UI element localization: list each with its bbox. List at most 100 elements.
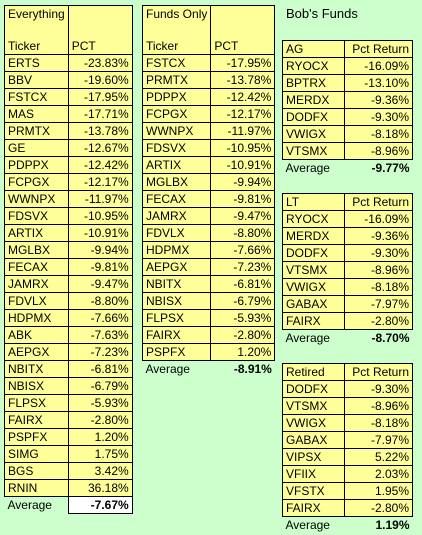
pct-cell: -19.60%: [67, 71, 133, 89]
table-row: FCPGX -12.17%: [141, 105, 276, 123]
ticker-cell: HDPMX: [4, 309, 69, 327]
col-header-ticker: Ticker: [141, 38, 212, 55]
ticker-cell: VWIGX: [282, 278, 345, 296]
pct-cell: 1.95%: [344, 482, 413, 500]
ticker-cell: FDVLX: [4, 292, 69, 310]
header-row: Ticker PCT: [4, 38, 133, 55]
ticker-cell: MGLBX: [141, 173, 212, 191]
pct-cell: 1.20%: [210, 343, 276, 361]
ticker-cell: DODFX: [282, 108, 345, 126]
table-row: PRMTX -13.78%: [4, 122, 133, 140]
group-name: AG: [282, 40, 345, 58]
col-header-pct-return: Pct Return: [344, 193, 413, 211]
ticker-cell: BGS: [4, 462, 69, 480]
pct-cell: -16.09%: [344, 57, 413, 75]
table-row: NBITX -6.81%: [141, 275, 276, 293]
table-row: ABK -7.63%: [4, 326, 133, 344]
pct-cell: -9.94%: [67, 241, 133, 259]
table-row: PDPPX -12.42%: [141, 88, 276, 106]
ticker-cell: AEPGX: [4, 343, 69, 361]
pct-cell: -9.81%: [67, 258, 133, 276]
pct-cell: -12.42%: [67, 156, 133, 174]
ag-grid: AG Pct Return RYOCX -16.09% BPTRX -13.10% MERD…: [282, 40, 413, 176]
retired-grid: Retired Pct Return DODFX -9.30% VTSMX -8.96% V…: [282, 363, 413, 533]
table-row: ARTIX -10.91%: [141, 156, 276, 174]
average-label: Average: [285, 518, 330, 532]
pct-cell: -16.09%: [344, 210, 413, 228]
pct-cell: -2.80%: [67, 411, 133, 429]
table-row: NBITX -6.81%: [4, 360, 133, 378]
average-value: 1.19%: [375, 518, 410, 532]
table-row: PRMTX -13.78%: [141, 71, 276, 89]
pct-cell: -6.81%: [67, 360, 133, 378]
pct-cell: -9.30%: [344, 380, 413, 398]
ticker-cell: SIMG: [4, 445, 69, 463]
table-row: DODFX -9.30%: [282, 244, 413, 262]
ticker-cell: ERTS: [4, 54, 69, 72]
ticker-cell: FSTCX: [4, 88, 69, 106]
pct-cell: 36.18%: [67, 479, 133, 497]
pct-cell: -10.91%: [210, 156, 276, 174]
col-header-pct-return: Pct Return: [344, 40, 413, 58]
ticker-cell: VFIIX: [282, 465, 345, 483]
ticker-cell: FLPSX: [4, 394, 69, 412]
pct-cell: -11.97%: [210, 122, 276, 140]
table-row: SIMG 1.75%: [4, 445, 133, 463]
ticker-cell: PDPPX: [4, 156, 69, 174]
pct-cell: -9.81%: [210, 190, 276, 208]
col-header-pct-return: Pct Return: [344, 363, 413, 381]
table-title: Everything: [4, 5, 69, 22]
table-row: FAIRX -2.80%: [4, 411, 133, 429]
table-row: FDSVX -10.95%: [4, 207, 133, 225]
pct-cell: -17.95%: [67, 88, 133, 106]
table-row: FCPGX -12.17%: [4, 173, 133, 191]
table-row: FECAX -9.81%: [4, 258, 133, 276]
ticker-cell: ARTIX: [4, 224, 69, 242]
pct-cell: -9.36%: [344, 91, 413, 109]
pct-cell: 5.22%: [344, 448, 413, 466]
ticker-cell: PSPFX: [141, 343, 212, 361]
table-row: FSTCX -17.95%: [4, 88, 133, 106]
pct-cell: -6.79%: [67, 377, 133, 395]
table-row: RNIN 36.18%: [4, 479, 133, 497]
table-row: GABAX -7.97%: [282, 431, 413, 449]
pct-cell: -7.97%: [344, 295, 413, 313]
pct-cell: -8.96%: [344, 397, 413, 415]
table-row: NBISX -6.79%: [4, 377, 133, 395]
table-row: RYOCX -16.09%: [282, 57, 413, 75]
pct-cell: -12.67%: [67, 139, 133, 157]
spacer-cell: [67, 22, 133, 38]
ticker-cell: FAIRX: [282, 499, 345, 517]
ticker-cell: VWIGX: [282, 125, 345, 143]
ticker-cell: VIPSX: [282, 448, 345, 466]
pct-cell: -7.63%: [67, 326, 133, 344]
pct-cell: -9.30%: [344, 108, 413, 126]
pct-cell: -12.17%: [210, 105, 276, 123]
table-row: VWIGX -8.18%: [282, 278, 413, 296]
table-row: ARTIX -10.91%: [4, 224, 133, 242]
table-row: FSTCX -17.95%: [141, 54, 276, 72]
table-row: VTSMX -8.96%: [282, 261, 413, 279]
ticker-cell: GABAX: [282, 431, 345, 449]
ticker-cell: MAS: [4, 105, 69, 123]
group-name: Retired: [282, 363, 345, 381]
table-row: AEPGX -7.23%: [4, 343, 133, 361]
ticker-cell: JAMRX: [141, 207, 212, 225]
ticker-cell: VWIGX: [282, 414, 345, 432]
col-header-ticker: Ticker: [4, 38, 69, 55]
table-row: MERDX -9.36%: [282, 227, 413, 245]
table-row: FDVLX -8.80%: [4, 292, 133, 310]
pct-cell: -12.17%: [67, 173, 133, 191]
col-header-pct: PCT: [210, 38, 276, 55]
ticker-cell: AEPGX: [141, 258, 212, 276]
pct-cell: -11.97%: [67, 190, 133, 208]
pct-cell: -10.95%: [67, 207, 133, 225]
pct-cell: -17.95%: [210, 54, 276, 72]
pct-cell: -13.78%: [67, 122, 133, 140]
ticker-cell: JAMRX: [4, 275, 69, 293]
pct-cell: -10.91%: [67, 224, 133, 242]
ticker-cell: RNIN: [4, 479, 69, 497]
average-value: -8.70%: [371, 331, 410, 345]
table-row: PSPFX 1.20%: [4, 428, 133, 446]
ticker-cell: FAIRX: [4, 411, 69, 429]
